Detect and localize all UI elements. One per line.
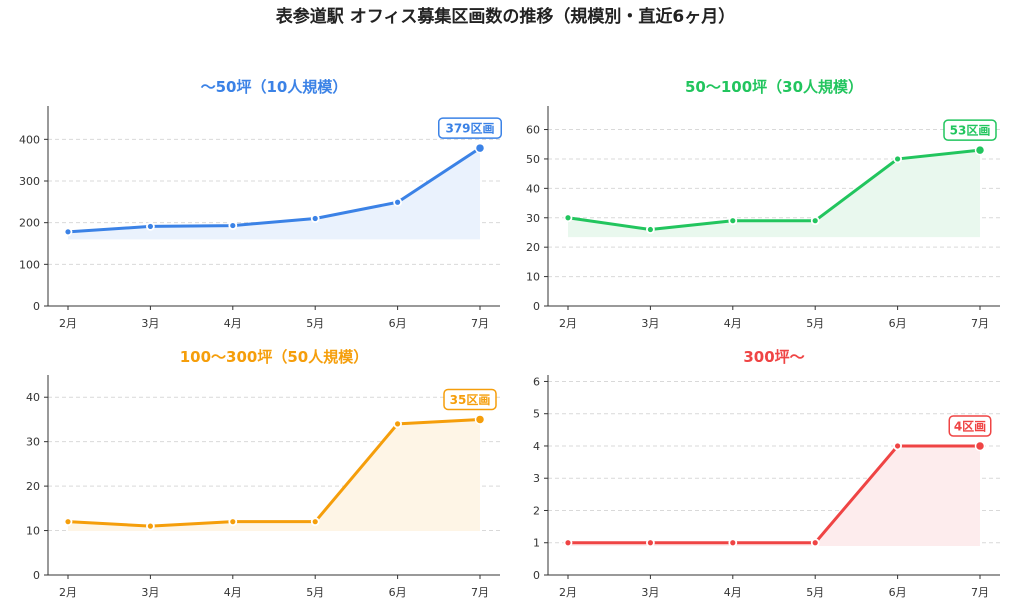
- data-point: [974, 144, 986, 156]
- y-tick-label: 200: [19, 217, 40, 230]
- series-line: [566, 444, 982, 545]
- annotation-badge: [943, 119, 997, 141]
- data-point: [645, 538, 655, 548]
- data-point: [810, 216, 820, 226]
- x-tick-label: 7月: [471, 586, 489, 599]
- data-point: [228, 517, 238, 527]
- series-area: [68, 419, 480, 531]
- series-area: [568, 150, 980, 238]
- x-tick-label: 2月: [59, 317, 77, 330]
- x-tick-label: 6月: [889, 317, 907, 330]
- data-point: [63, 517, 73, 527]
- chart-panel-small: 〜50坪（10人規模） 0 100 200 300 400 2月 3月 4月 5月 6月 7月 379区…: [19, 78, 502, 330]
- annotation-label: 35区画: [450, 393, 491, 407]
- y-tick-label: 20: [26, 480, 40, 493]
- data-point: [63, 227, 73, 237]
- y-tick-label: 10: [26, 525, 40, 538]
- chart-title: 50〜100坪（30人規模）: [685, 78, 863, 96]
- x-tick-label: 7月: [471, 317, 489, 330]
- chart-panel-large: 100〜300坪（50人規模） 0 10 20 30 40 2月 3月 4月 5月 6月 7月 35区画: [26, 348, 500, 599]
- data-point: [728, 216, 738, 226]
- chart-title: 〜50坪（10人規模）: [201, 78, 348, 96]
- data-point: [893, 154, 903, 164]
- y-tick-label: 30: [526, 212, 540, 225]
- x-tick-label: 5月: [806, 586, 824, 599]
- y-tick-label: 10: [526, 271, 540, 284]
- y-tick-label: 60: [526, 124, 540, 137]
- data-point: [893, 441, 903, 451]
- x-tick-label: 5月: [306, 586, 324, 599]
- y-tick-label: 4: [533, 440, 540, 453]
- x-tick-label: 3月: [141, 586, 159, 599]
- y-tick-label: 0: [33, 300, 40, 313]
- y-tick-label: 5: [533, 408, 540, 421]
- chart-title: 300坪〜: [743, 348, 804, 366]
- x-tick-label: 6月: [389, 317, 407, 330]
- x-tick-label: 4月: [724, 317, 742, 330]
- x-tick-label: 3月: [141, 317, 159, 330]
- x-tick-label: 3月: [641, 586, 659, 599]
- y-tick-label: 2: [533, 504, 540, 517]
- y-tick-label: 40: [526, 182, 540, 195]
- y-tick-label: 3: [533, 472, 540, 485]
- x-tick-label: 6月: [389, 586, 407, 599]
- data-point: [728, 538, 738, 548]
- data-point: [310, 517, 320, 527]
- y-tick-label: 0: [533, 569, 540, 582]
- data-point: [810, 538, 820, 548]
- x-tick-label: 2月: [559, 317, 577, 330]
- x-tick-label: 7月: [971, 586, 989, 599]
- series-area: [568, 445, 980, 546]
- x-tick-label: 4月: [224, 317, 242, 330]
- data-point: [310, 214, 320, 223]
- x-tick-label: 4月: [724, 586, 742, 599]
- annotation-label: 4区画: [954, 419, 986, 433]
- y-tick-label: 0: [533, 300, 540, 313]
- y-tick-label: 1: [533, 537, 540, 550]
- main-title: 表参道駅 オフィス募集区画数の推移（規模別・直近6ヶ月）: [275, 7, 736, 27]
- y-tick-label: 400: [19, 133, 40, 146]
- chart-panel-xlarge: 300坪〜 0 1 2 3 4 5 6 2月 3月 4月 5月 6月 7月 4区画: [533, 348, 1000, 599]
- y-tick-label: 20: [526, 241, 540, 254]
- x-tick-label: 5月: [806, 317, 824, 330]
- annotation-badge: [948, 415, 992, 437]
- annotation-badge: [438, 117, 502, 139]
- data-point: [145, 222, 155, 231]
- series-line: [66, 417, 482, 528]
- x-tick-label: 6月: [889, 586, 907, 599]
- y-tick-label: 300: [19, 175, 40, 188]
- series-line: [66, 146, 482, 234]
- data-point: [563, 213, 573, 223]
- y-tick-label: 0: [33, 569, 40, 582]
- y-tick-label: 40: [26, 391, 40, 404]
- x-tick-label: 4月: [224, 586, 242, 599]
- chart-panel-medium: 50〜100坪（30人規模） 0 10 20 30 40 50 60 2月 3月 4月 5月 6月 7月 5…: [526, 78, 1000, 330]
- chart-title: 100〜300坪（50人規模）: [180, 348, 369, 366]
- data-point: [393, 419, 403, 429]
- data-point: [145, 521, 155, 531]
- y-tick-label: 50: [526, 153, 540, 166]
- data-point: [974, 440, 986, 452]
- annotation-label: 379区画: [445, 122, 494, 136]
- y-tick-label: 30: [26, 436, 40, 449]
- data-point: [393, 197, 403, 207]
- series-area: [68, 148, 480, 240]
- series-line: [566, 148, 982, 232]
- x-tick-label: 5月: [306, 317, 324, 330]
- data-point: [563, 538, 573, 548]
- annotation-badge: [443, 388, 497, 411]
- data-point: [474, 142, 486, 154]
- x-tick-label: 2月: [559, 586, 577, 599]
- y-tick-label: 100: [19, 258, 40, 271]
- data-point: [228, 221, 238, 230]
- annotation-label: 53区画: [950, 124, 991, 138]
- x-tick-label: 2月: [59, 586, 77, 599]
- data-point: [645, 225, 655, 234]
- y-tick-label: 6: [533, 375, 540, 388]
- x-tick-label: 3月: [641, 317, 659, 330]
- data-point: [474, 414, 486, 425]
- x-tick-label: 7月: [971, 317, 989, 330]
